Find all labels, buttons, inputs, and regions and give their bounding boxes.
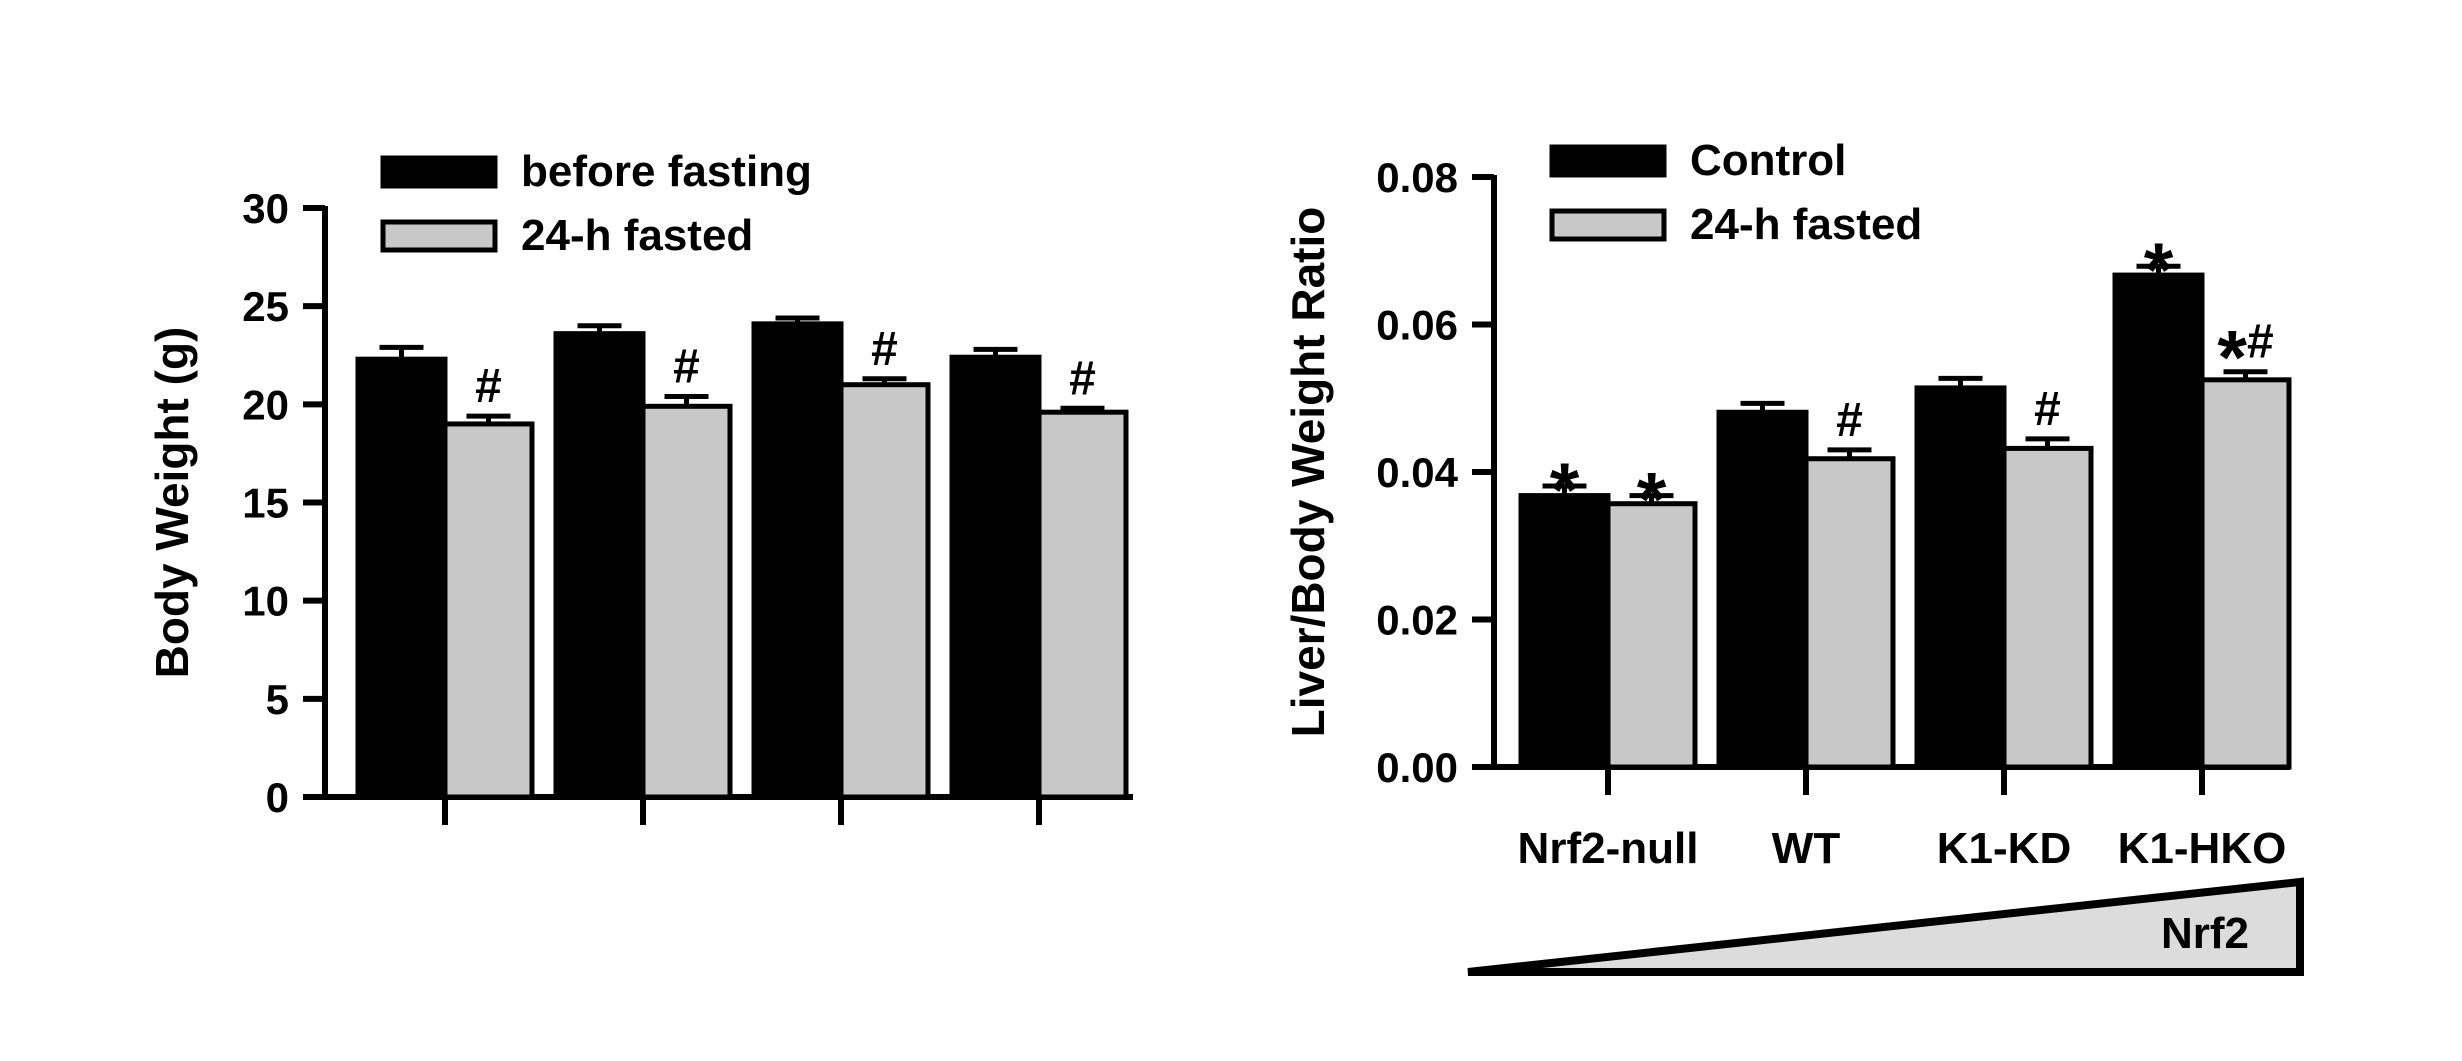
x-category-label: K1-KD [1937, 824, 2071, 873]
legend-swatch [1549, 144, 1667, 178]
y-tick-label: 10 [242, 578, 289, 625]
bar [640, 403, 733, 800]
x-category-label: K1-HKO [2118, 824, 2287, 873]
bar [442, 421, 535, 800]
legend-label: Control [1690, 136, 1846, 185]
legend-swatch [1549, 208, 1667, 242]
y-tick-label: 0.08 [1376, 154, 1458, 201]
significance-label: # [2034, 383, 2061, 436]
bar [1914, 385, 2007, 770]
significance-label: * [2144, 228, 2174, 313]
significance-label: * [1637, 458, 1667, 543]
bar [2199, 377, 2292, 770]
x-category-label: WT [1772, 824, 1841, 873]
significance-label: # [871, 323, 898, 376]
significance-label: # [1836, 394, 1863, 447]
bar [2112, 272, 2205, 770]
significance-label: # [1069, 352, 1096, 405]
bar [1803, 456, 1896, 770]
bar [1605, 501, 1698, 770]
y-tick-label: 15 [242, 480, 289, 527]
y-tick-label: 30 [242, 185, 289, 232]
bar [553, 331, 646, 800]
y-tick-label: 20 [242, 381, 289, 428]
significance-label: # [475, 360, 502, 413]
legend-swatch [380, 155, 498, 189]
bar [838, 382, 931, 800]
bar [2001, 445, 2094, 770]
bar [1036, 409, 1129, 800]
y-tick-label: 5 [266, 676, 289, 723]
nrf2-gradient-label: Nrf2 [2161, 909, 2249, 958]
significance-label: # [673, 340, 700, 393]
y-tick-label: 0.00 [1376, 744, 1458, 791]
y-tick-label: 0.04 [1376, 449, 1458, 496]
nrf2-gradient-triangle [1467, 877, 2304, 976]
y-tick-label: 0.02 [1376, 597, 1458, 644]
y-tick-label: 0.06 [1376, 302, 1458, 349]
x-category-label: Nrf2-null [1518, 824, 1699, 873]
legend-label: 24-h fasted [521, 211, 753, 260]
legend-label: 24-h fasted [1690, 200, 1922, 249]
y-axis-title: Liver/Body Weight Ratio [1282, 207, 1334, 738]
legend-label: before fasting [521, 147, 812, 196]
bar [751, 321, 844, 800]
body-weight-chart: 0 5 10 15 20 25 30 Body Weight (g) # # # # before fa… [146, 147, 1133, 825]
bar [355, 356, 448, 800]
significance-label: * [1550, 448, 1580, 533]
y-axis-title: Body Weight (g) [146, 327, 198, 679]
nrf2-gradient-wedge: Nrf2 [1467, 877, 2304, 976]
y-tick-label: 25 [242, 283, 289, 330]
bar [949, 354, 1042, 800]
bar [1518, 493, 1611, 770]
y-tick-label: 0 [266, 774, 289, 821]
legend-swatch [380, 219, 498, 253]
liver-ratio-chart: 0.00 0.02 0.04 0.06 0.08 Liver/Body Weight Ra… [1282, 136, 2292, 873]
significance-label: *# [2217, 316, 2273, 401]
bar [1716, 409, 1809, 770]
